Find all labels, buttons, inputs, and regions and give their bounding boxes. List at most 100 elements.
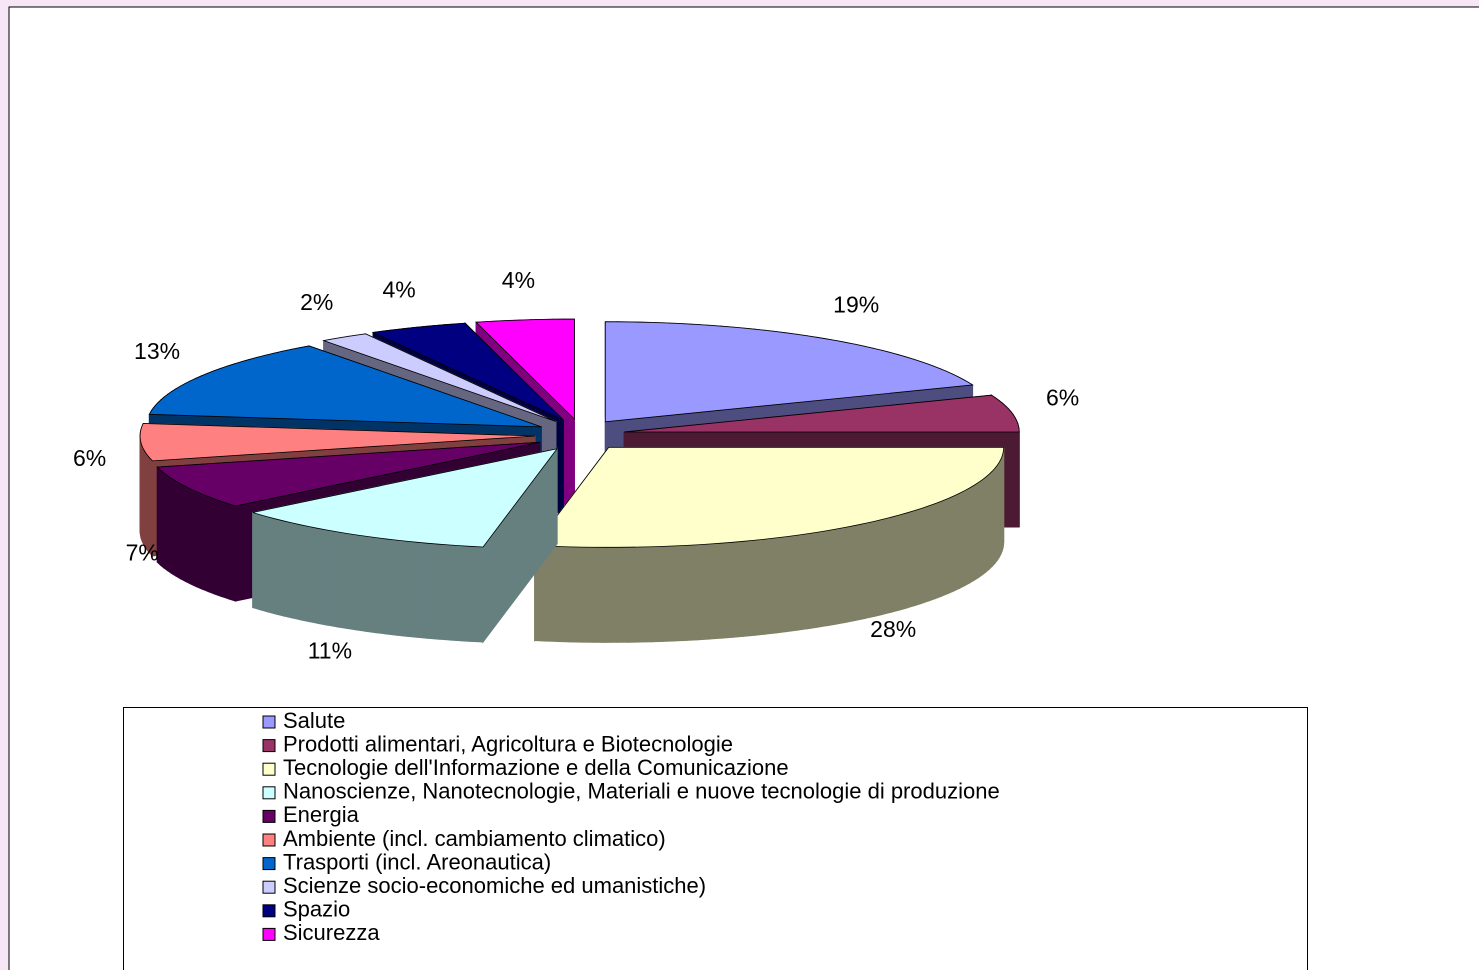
slice-side — [890, 514, 900, 613]
legend-swatch — [262, 857, 276, 871]
slice-side — [881, 516, 892, 616]
slice-side — [953, 492, 961, 592]
legend-label: Trasporti (incl. Areonautica) — [283, 849, 551, 874]
slice-side — [184, 485, 192, 585]
slice-side — [928, 502, 936, 602]
slice-side — [395, 539, 408, 637]
slice-side — [898, 512, 908, 611]
slice-side — [663, 545, 676, 642]
slice-side — [934, 500, 943, 600]
legend-label: Scienze socio-economiche ed umanistiche) — [283, 873, 706, 898]
slice-side — [300, 524, 310, 623]
slice-side — [709, 542, 722, 640]
slice-side — [806, 531, 818, 630]
slice-side — [460, 545, 473, 642]
slice-side — [816, 530, 828, 628]
data-label: 7% — [126, 539, 159, 565]
legend-label: Nanoscienze, Nanotecnologie, Materiali e… — [283, 779, 1000, 804]
slice-side — [545, 545, 559, 643]
legend-swatch — [262, 762, 276, 776]
slice-side — [345, 532, 357, 631]
slice-side — [267, 516, 277, 615]
slice-side — [592, 546, 606, 643]
slice-side — [166, 474, 172, 575]
legend-swatch — [262, 715, 276, 729]
slice-side — [959, 489, 966, 590]
slice-side — [969, 484, 975, 584]
slice-side — [416, 541, 429, 639]
legend-label: Spazio — [283, 897, 350, 922]
slice-side — [438, 543, 451, 641]
legend-swatch — [262, 739, 276, 753]
slice-side — [190, 488, 197, 588]
slice-side — [557, 545, 571, 643]
slice-side — [786, 534, 798, 633]
pie-slice — [533, 445, 1005, 643]
slice-top — [252, 448, 559, 548]
data-label: 6% — [1046, 385, 1079, 411]
slice-side — [764, 537, 777, 635]
slice-side — [195, 490, 203, 590]
slice-side — [569, 546, 582, 643]
slice-side — [252, 511, 261, 611]
slice-side — [973, 481, 980, 582]
slice-side — [175, 480, 181, 580]
legend-label: Ambiente (incl. cambiamento climatico) — [283, 826, 666, 851]
slice-side — [742, 539, 755, 637]
slice-side — [179, 482, 186, 583]
slice-side — [406, 540, 418, 638]
slice-side — [855, 522, 866, 621]
legend-box — [123, 707, 1308, 970]
data-label: 2% — [300, 289, 333, 315]
slice-side — [220, 500, 229, 600]
slice-side — [964, 487, 971, 587]
slice-side — [604, 546, 618, 643]
data-label: 19% — [833, 291, 879, 317]
slice-side — [365, 535, 377, 634]
data-label: 6% — [73, 445, 106, 471]
slice-top — [624, 394, 1020, 433]
slice-side — [207, 495, 216, 595]
slice-top — [156, 441, 540, 507]
slice-side — [836, 526, 848, 625]
slice-side — [227, 503, 237, 602]
slice-side — [427, 542, 440, 640]
slice-side — [686, 544, 699, 641]
slice-side — [674, 544, 688, 642]
slice-side — [906, 509, 915, 609]
legend-swatch — [262, 880, 276, 894]
slice-side — [731, 540, 744, 638]
slice-side — [336, 531, 347, 629]
legend-swatch — [262, 809, 276, 823]
slice-side — [616, 546, 629, 643]
slice-side — [375, 537, 387, 635]
slice-side — [846, 524, 857, 623]
slice-side — [913, 507, 923, 607]
legend-label: Salute — [283, 708, 345, 733]
slice-side — [864, 520, 875, 620]
slice-side — [170, 477, 177, 577]
slice-side — [385, 538, 397, 636]
data-label: 28% — [870, 616, 916, 642]
slice-top — [604, 321, 974, 423]
slice-side — [775, 536, 788, 634]
legend-label: Sicurezza — [283, 920, 380, 945]
slice-side — [259, 514, 269, 613]
slice-side — [873, 518, 883, 618]
slice-side — [291, 522, 302, 621]
slice-side — [308, 526, 319, 625]
slice-side — [627, 546, 641, 643]
pie-slice — [252, 447, 559, 644]
slice-side — [317, 527, 328, 626]
slice-side — [697, 543, 711, 641]
data-label: 4% — [382, 276, 415, 302]
slice-top — [475, 318, 575, 421]
slice-side — [449, 544, 462, 642]
legend-swatch — [262, 833, 276, 847]
legend-label: Tecnologie dell'Informazione e della Com… — [283, 755, 789, 780]
slice-side — [921, 505, 930, 605]
legend-swatch — [262, 904, 276, 918]
slice-side — [355, 534, 367, 632]
slice-top — [533, 446, 1005, 548]
